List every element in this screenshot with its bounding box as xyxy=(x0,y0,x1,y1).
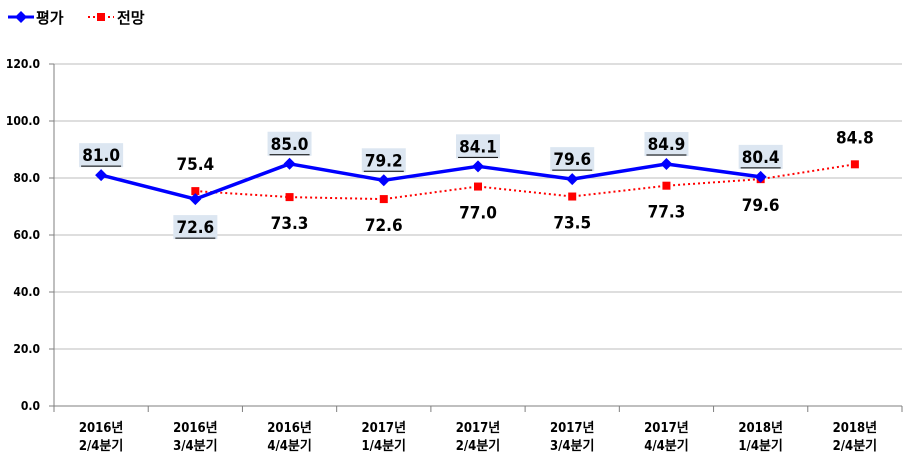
forecast-point xyxy=(568,192,577,201)
x-tick-label-year: 2018년 xyxy=(738,421,783,436)
evaluation-point xyxy=(754,170,767,183)
y-tick-label: 0.0 xyxy=(21,399,40,413)
forecast-data-label: 79.6 xyxy=(742,196,780,216)
evaluation-point xyxy=(283,157,296,170)
series-line-forecast xyxy=(195,163,856,201)
x-tick-label-year: 2017년 xyxy=(644,421,689,436)
forecast-data-label: 73.5 xyxy=(553,214,591,234)
evaluation-data-label: 84.9 xyxy=(648,135,686,155)
chart-legend: 평가 전망 xyxy=(8,9,145,27)
evaluation-data-label: 80.4 xyxy=(742,148,780,168)
x-tick-label-quarter: 3/4분기 xyxy=(550,439,594,454)
x-tick-label-year: 2017년 xyxy=(550,421,595,436)
evaluation-label-box xyxy=(267,131,312,156)
forecast-data-label: 75.4 xyxy=(176,155,214,175)
x-tick-label-quarter: 2/4분기 xyxy=(833,439,877,454)
legend-label-evaluation: 평가 xyxy=(36,9,64,27)
evaluation-point xyxy=(566,173,579,186)
evaluation-point xyxy=(660,158,673,171)
x-tick-label-year: 2016년 xyxy=(173,421,218,436)
evaluation-data-label: 85.0 xyxy=(271,135,309,155)
forecast-data-label: 77.3 xyxy=(648,203,686,223)
legend-marker-forecast xyxy=(97,13,105,21)
legend-marker-evaluation xyxy=(15,11,27,23)
forecast-point xyxy=(191,187,200,196)
y-tick-label: 60.0 xyxy=(13,228,40,242)
forecast-point xyxy=(662,181,671,190)
x-tick-label-year: 2017년 xyxy=(456,421,501,436)
y-axis-tick-labels: 0.0 20.0 40.0 60.0 80.0 100.0 120.0 xyxy=(6,57,40,413)
evaluation-label-box xyxy=(738,144,783,169)
forecast-point xyxy=(474,182,482,191)
forecast-point xyxy=(850,160,859,169)
evaluation-data-label: 79.6 xyxy=(553,150,591,170)
x-tick-label-quarter: 4/4분기 xyxy=(267,439,311,454)
x-tick-label-year: 2016년 xyxy=(267,421,312,436)
x-tick-label-quarter: 3/4분기 xyxy=(173,439,217,454)
evaluation-label-box xyxy=(456,134,500,159)
y-tick-label: 20.0 xyxy=(13,342,40,356)
evaluation-label-box xyxy=(173,215,218,240)
plot-area: 81.0 72.6 85.0 79.2 84.1 79.6 84.9 80.4 75.4 73.3… xyxy=(79,128,874,240)
chart-axes xyxy=(49,63,903,412)
evaluation-data-label: 79.2 xyxy=(365,151,403,171)
evaluation-label-box xyxy=(79,143,124,168)
x-tick-label-quarter: 1/4분기 xyxy=(738,439,782,454)
x-axis-tick-labels: 2016년 2/4분기 2016년 3/4분기 2016년 4/4분기 2017년 1/4분기… xyxy=(79,421,877,454)
y-tick-label: 40.0 xyxy=(13,285,40,299)
x-tick-label-quarter: 4/4분기 xyxy=(644,439,688,454)
y-tick-label: 120.0 xyxy=(6,57,40,71)
x-tick-label-quarter: 2/4분기 xyxy=(79,439,123,454)
y-tick-label: 80.0 xyxy=(13,171,40,185)
x-tick-label-year: 2016년 xyxy=(79,421,124,436)
x-tick-label-year: 2017년 xyxy=(362,421,407,436)
forecast-point xyxy=(285,193,294,202)
evaluation-label-box xyxy=(644,132,689,157)
evaluation-label-box xyxy=(361,148,406,173)
x-tick-label-quarter: 2/4분기 xyxy=(456,439,500,454)
x-tick-label-quarter: 1/4분기 xyxy=(362,439,406,454)
forecast-point xyxy=(379,195,388,204)
x-tick-label-year: 2018년 xyxy=(833,421,878,436)
forecast-data-label: 72.6 xyxy=(365,216,403,236)
evaluation-point xyxy=(189,193,202,206)
y-tick-label: 100.0 xyxy=(6,114,40,128)
evaluation-point xyxy=(95,169,108,182)
forecast-data-label: 77.0 xyxy=(459,204,497,224)
evaluation-point xyxy=(377,174,390,187)
evaluation-label-box xyxy=(550,147,595,172)
forecast-data-label: 84.8 xyxy=(836,128,874,148)
evaluation-data-label: 84.1 xyxy=(459,137,497,157)
forecast-data-label: 73.3 xyxy=(271,214,309,234)
legend-label-forecast: 전망 xyxy=(117,9,145,27)
evaluation-data-label: 81.0 xyxy=(82,146,120,166)
evaluation-data-label: 72.6 xyxy=(176,218,214,238)
series-line-evaluation xyxy=(100,162,761,201)
evaluation-point xyxy=(472,160,484,173)
